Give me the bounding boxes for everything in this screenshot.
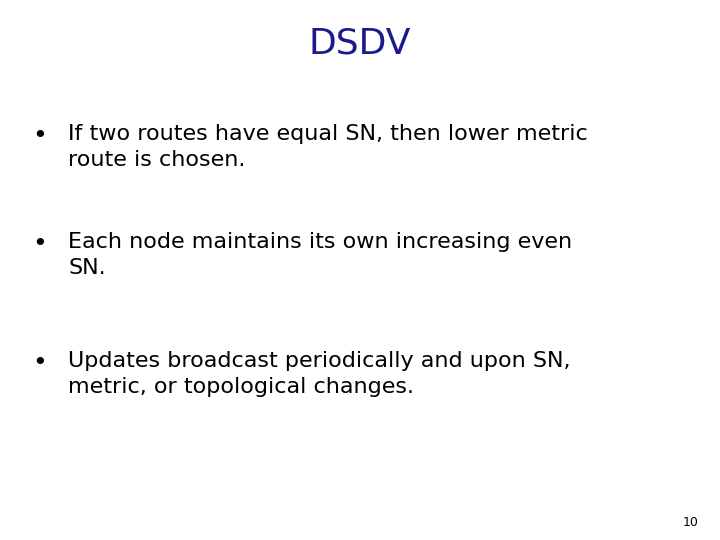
Text: •: • [32, 351, 47, 375]
Text: If two routes have equal SN, then lower metric
route is chosen.: If two routes have equal SN, then lower … [68, 124, 588, 170]
Text: Each node maintains its own increasing even
SN.: Each node maintains its own increasing e… [68, 232, 572, 278]
Text: Updates broadcast periodically and upon SN,
metric, or topological changes.: Updates broadcast periodically and upon … [68, 351, 571, 396]
Text: •: • [32, 124, 47, 148]
Text: DSDV: DSDV [309, 27, 411, 61]
Text: 10: 10 [683, 516, 698, 529]
Text: •: • [32, 232, 47, 256]
